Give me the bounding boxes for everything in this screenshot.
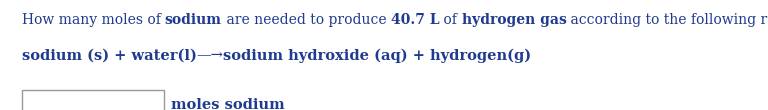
Text: sodium (s) + water(l): sodium (s) + water(l) [22,48,197,62]
Text: according to the following reaction at 0 °C and 1 atm?: according to the following reaction at 0… [566,13,768,27]
Text: moles sodium: moles sodium [171,97,285,110]
Text: 40.7 L: 40.7 L [391,13,439,27]
Text: of: of [439,13,462,27]
Text: hydrogen gas: hydrogen gas [462,13,566,27]
Text: sodium hydroxide (aq) + hydrogen(g): sodium hydroxide (aq) + hydrogen(g) [223,48,531,63]
Text: How many moles of: How many moles of [22,13,165,27]
Bar [22,90,164,110]
Text: are needed to produce: are needed to produce [222,13,391,27]
Text: —→: —→ [197,48,223,62]
Text: sodium: sodium [165,13,222,27]
